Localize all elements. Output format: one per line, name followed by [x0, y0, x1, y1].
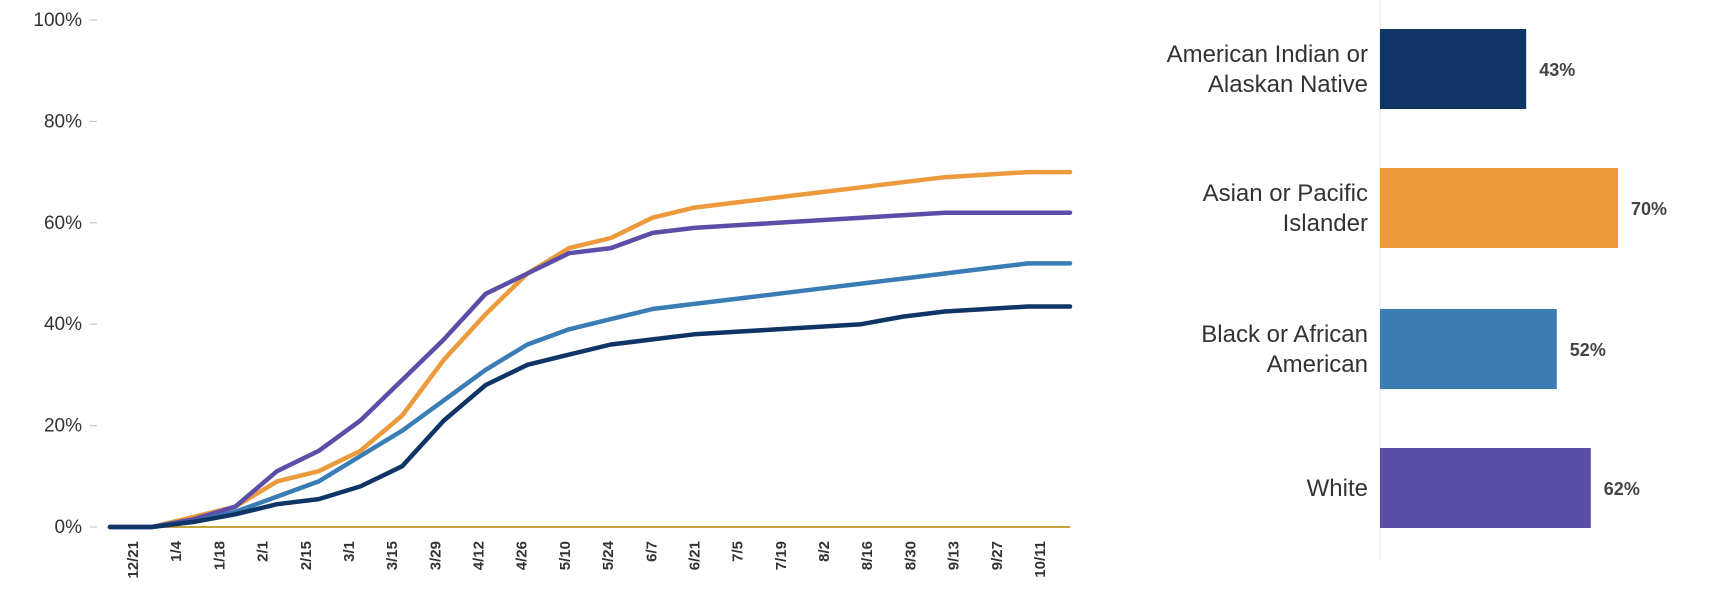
x-tick-label: 4/12	[471, 541, 488, 570]
bar-category-label: Asian or Pacific	[1203, 180, 1368, 207]
x-tick-label: 2/1	[255, 541, 272, 562]
x-tick-label: 7/5	[730, 541, 747, 562]
y-tick-label: 0%	[55, 517, 83, 538]
x-tick-label: 6/7	[643, 541, 660, 562]
bar-value-label: 52%	[1570, 340, 1606, 360]
bar	[1380, 168, 1618, 248]
bar	[1380, 309, 1557, 389]
series-line	[107, 210, 1073, 530]
x-tick-label: 5/10	[557, 541, 574, 570]
bar-category-label: American Indian or	[1167, 41, 1368, 68]
bar	[1380, 29, 1527, 109]
y-tick-label: 80%	[44, 111, 82, 132]
bar-category-label: White	[1307, 475, 1368, 502]
x-tick-label: 8/2	[816, 541, 833, 562]
x-tick-label: 8/30	[902, 541, 919, 570]
x-tick-label: 1/18	[211, 541, 228, 570]
x-tick-label: 3/15	[384, 541, 401, 570]
x-tick-label: 1/4	[168, 540, 185, 562]
bar-category-label: Black or African	[1201, 321, 1368, 348]
x-tick-label: 8/16	[859, 541, 876, 570]
bar	[1380, 448, 1591, 528]
x-tick-label: 3/29	[427, 541, 444, 570]
bar-value-label: 62%	[1604, 479, 1640, 499]
x-tick-label: 9/27	[989, 541, 1006, 570]
x-tick-label: 9/13	[946, 541, 963, 570]
x-tick-label: 12/21	[125, 541, 142, 579]
series-line	[107, 169, 1073, 530]
x-tick-label: 2/15	[298, 541, 315, 570]
bar-category-label: American	[1267, 351, 1368, 378]
x-tick-label: 10/11	[1032, 541, 1049, 578]
bar-value-label: 43%	[1539, 60, 1575, 80]
y-tick-label: 20%	[44, 416, 82, 437]
y-tick-label: 100%	[33, 10, 82, 31]
series-line	[107, 261, 1073, 530]
y-tick-label: 60%	[44, 213, 82, 234]
bar-category-label: Islander	[1283, 210, 1368, 237]
x-tick-label: 4/26	[514, 541, 531, 570]
x-tick-label: 6/21	[686, 541, 703, 570]
y-tick-label: 40%	[44, 314, 82, 335]
x-tick-label: 7/19	[773, 541, 790, 570]
series-line	[107, 304, 1073, 530]
x-tick-label: 5/24	[600, 540, 617, 570]
bar-category-label: Alaskan Native	[1208, 71, 1368, 98]
x-tick-label: 3/1	[341, 541, 358, 562]
bar-value-label: 70%	[1631, 199, 1667, 219]
